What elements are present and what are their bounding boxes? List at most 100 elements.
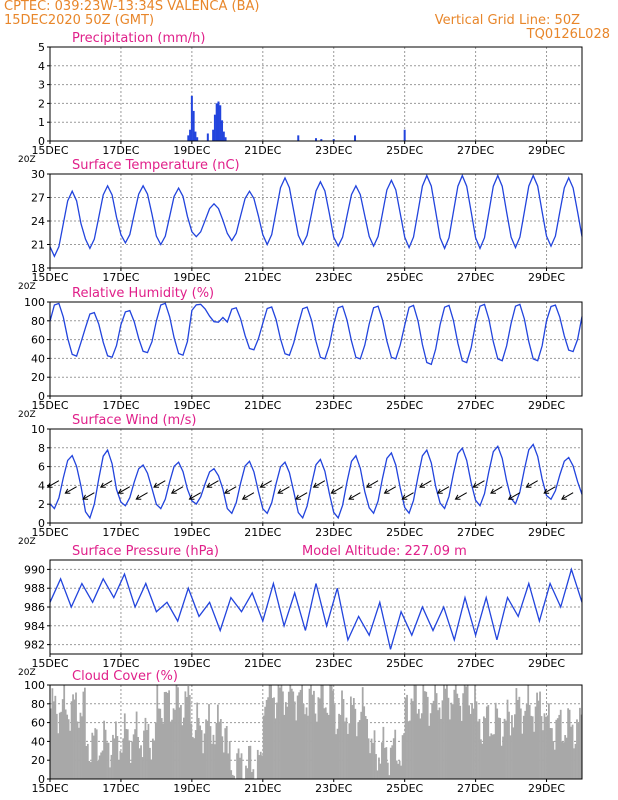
- cloud-bar: [358, 720, 361, 779]
- cloud-bar: [149, 747, 151, 779]
- cloud-bar: [484, 718, 487, 779]
- cloud-bar: [487, 705, 490, 779]
- cloud-bar: [457, 698, 460, 779]
- y-tick-label: 30: [31, 168, 45, 181]
- cloud-bar: [410, 698, 413, 779]
- x-tick-label: 27DEC: [457, 271, 494, 284]
- cloud-bar: [97, 760, 100, 779]
- cloud-bar: [527, 685, 530, 779]
- cloud-bar: [398, 760, 401, 779]
- y-tick-label: 80: [31, 698, 45, 711]
- x-tick-label: 21DEC: [244, 782, 281, 795]
- cloud-bar: [109, 767, 111, 779]
- cloud-bar: [446, 685, 448, 779]
- cloud-bar: [57, 733, 60, 779]
- cloud-bar: [511, 715, 513, 779]
- cloud-bar: [434, 685, 436, 779]
- cloud-bar: [444, 688, 447, 779]
- cloud-bar: [514, 714, 516, 779]
- wind-arrow-head: [401, 494, 408, 500]
- cloud-bar: [381, 742, 383, 779]
- cloud-bar: [134, 729, 137, 779]
- cloud-bar: [202, 753, 204, 779]
- precip-bar: [221, 120, 224, 141]
- wind-arrow-head: [348, 494, 355, 500]
- cloud-bar: [208, 704, 210, 779]
- x-tick-label: 21DEC: [244, 657, 281, 670]
- cloud-bar: [500, 745, 503, 779]
- cloud-bar: [555, 719, 558, 779]
- cloud-bar: [568, 709, 571, 779]
- x-tick-label: 23DEC: [315, 399, 352, 412]
- x-tick-label: 23DEC: [315, 782, 352, 795]
- cloud-bar: [227, 753, 230, 779]
- cloud-bar: [379, 763, 382, 779]
- cloud-bar: [413, 685, 416, 779]
- cloud-bar: [335, 734, 337, 779]
- wind-arrow-shaft: [561, 492, 574, 500]
- cloud-bar: [61, 699, 64, 779]
- panel-frame: [49, 46, 583, 142]
- cloud-bar: [347, 733, 349, 779]
- station-label: CPTEC: 039:23W-13:34S VALENCA (BA): [4, 0, 260, 14]
- cloud-bar: [249, 745, 252, 779]
- cloud-bar: [261, 755, 264, 779]
- x-tick-label: 15DEC: [31, 657, 68, 670]
- x-tick-label: 25DEC: [386, 144, 423, 157]
- cloud-bar: [119, 751, 122, 779]
- x-tick-label: 29DEC: [528, 657, 565, 670]
- x-tick-label: 25DEC: [386, 271, 423, 284]
- y-tick-label: 6: [38, 461, 45, 474]
- cloud-bar: [293, 701, 296, 779]
- cloud-bar: [193, 738, 196, 779]
- cloud-bar: [406, 694, 408, 779]
- cloud-bar: [366, 719, 369, 779]
- wind-arrow-shaft: [189, 492, 201, 500]
- cloud-bar: [197, 717, 200, 779]
- wind-arrow-shaft: [242, 492, 255, 500]
- cloud-bar: [416, 713, 419, 779]
- cloud-bar: [231, 774, 234, 779]
- panel-wind: 0 2 4 6 8 10 15DEC 17DEC 19DEC 21DEC 23DEC 25DEC 27D…: [18, 413, 583, 547]
- cloud-bar: [104, 729, 107, 779]
- cloud-bar: [463, 685, 466, 779]
- precip-bar: [192, 110, 195, 141]
- cloud-bar: [552, 741, 555, 779]
- y-tick-label: 40: [31, 735, 45, 748]
- cloud-bar: [327, 714, 330, 779]
- y-tick-label: 1: [38, 116, 45, 129]
- x-tick-label: 19DEC: [173, 526, 210, 539]
- cloud-bar: [323, 708, 326, 779]
- cloud-bar: [423, 691, 426, 779]
- cloud-bar: [219, 719, 222, 779]
- run-date-label: 15DEC2020 50Z (GMT): [4, 13, 155, 28]
- cloud-bar: [58, 712, 61, 779]
- cloud-bar: [540, 716, 543, 779]
- cloud-bar: [496, 708, 499, 779]
- cloud-bar: [503, 718, 506, 779]
- cloud-bar: [180, 705, 182, 779]
- cloud-bar: [375, 754, 377, 779]
- wind-arrow-head: [330, 488, 337, 494]
- cloud-bar: [488, 736, 491, 779]
- cloud-bar: [475, 701, 478, 779]
- cloud-bar: [508, 711, 510, 779]
- wind-arrow-head: [543, 488, 550, 494]
- cloud-bar: [183, 717, 185, 779]
- cloud-bar: [530, 715, 533, 779]
- cloud-bar: [225, 726, 228, 779]
- wind-arrow-shaft: [47, 480, 60, 488]
- cloud-bar: [336, 728, 339, 779]
- cloud-bar: [499, 718, 502, 779]
- y-tick-label: 20: [31, 754, 45, 767]
- wind-arrow-shaft: [313, 480, 326, 488]
- cloud-bar: [211, 743, 213, 779]
- cloud-bar: [64, 709, 67, 779]
- cloud-bar: [321, 685, 324, 779]
- cloud-bar: [407, 721, 410, 779]
- panel-precip: 0 1 2 3 4 5 15DEC 17DEC 19DEC 21DEC 23DEC 25DEC 27DE…: [18, 31, 583, 165]
- wind-arrow-shaft: [366, 480, 379, 488]
- cloud-bar: [140, 745, 142, 779]
- cloud-bar: [177, 687, 179, 779]
- cloud-bar: [369, 753, 371, 779]
